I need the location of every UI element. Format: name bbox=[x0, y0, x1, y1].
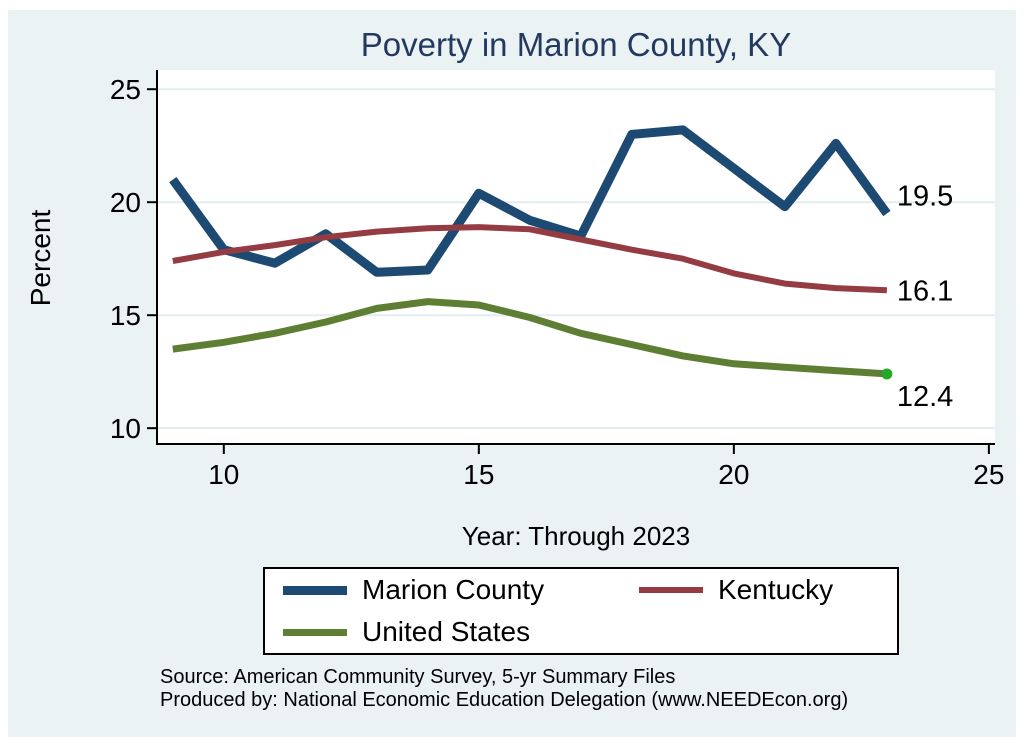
legend: Marion County Kentucky United States bbox=[263, 567, 899, 655]
united-states-swatch bbox=[283, 628, 347, 636]
x-axis-title: Year: Through 2023 bbox=[461, 521, 691, 551]
legend-label: Marion County bbox=[362, 574, 545, 605]
y-tick-label: 25 bbox=[110, 74, 141, 105]
marion-county-line bbox=[169, 125, 891, 277]
united-states-end-marker bbox=[881, 368, 893, 380]
produced-by-line: Produced by: National Economic Education… bbox=[160, 689, 849, 711]
kentucky-swatch bbox=[639, 587, 703, 593]
y-tick-label: 15 bbox=[110, 300, 141, 331]
legend-label: United States bbox=[362, 616, 531, 647]
x-tick-label: 10 bbox=[208, 459, 239, 490]
legend-item-kentucky: Kentucky bbox=[639, 574, 897, 606]
line-chart: 10 15 20 25 10 15 20 25 19.5 16.1 12.4 bbox=[110, 70, 1004, 490]
legend-item-united-states: United States bbox=[283, 616, 639, 648]
kentucky-line bbox=[172, 224, 888, 294]
y-tick-label: 20 bbox=[110, 187, 141, 218]
y-axis-title: Percent bbox=[25, 209, 56, 307]
marion-county-swatch bbox=[283, 585, 347, 595]
x-tick-label: 20 bbox=[718, 459, 749, 490]
plot-area bbox=[157, 70, 995, 444]
y-tick-label: 10 bbox=[110, 413, 141, 444]
legend-item-marion-county: Marion County bbox=[283, 574, 639, 606]
chart-title: Poverty in Marion County, KY bbox=[360, 26, 792, 63]
marion-county-end-value-label: 19.5 bbox=[897, 180, 953, 212]
legend-label: Kentucky bbox=[718, 574, 834, 605]
source-line: Source: American Community Survey, 5-yr … bbox=[160, 666, 676, 688]
kentucky-end-value-label: 16.1 bbox=[897, 275, 953, 307]
x-tick-label: 15 bbox=[463, 459, 494, 490]
source-notes: Source: American Community Survey, 5-yr … bbox=[160, 666, 848, 712]
united-states-line bbox=[172, 298, 888, 378]
united-states-end-value-label: 12.4 bbox=[897, 381, 953, 413]
x-tick-label: 25 bbox=[973, 459, 1004, 490]
